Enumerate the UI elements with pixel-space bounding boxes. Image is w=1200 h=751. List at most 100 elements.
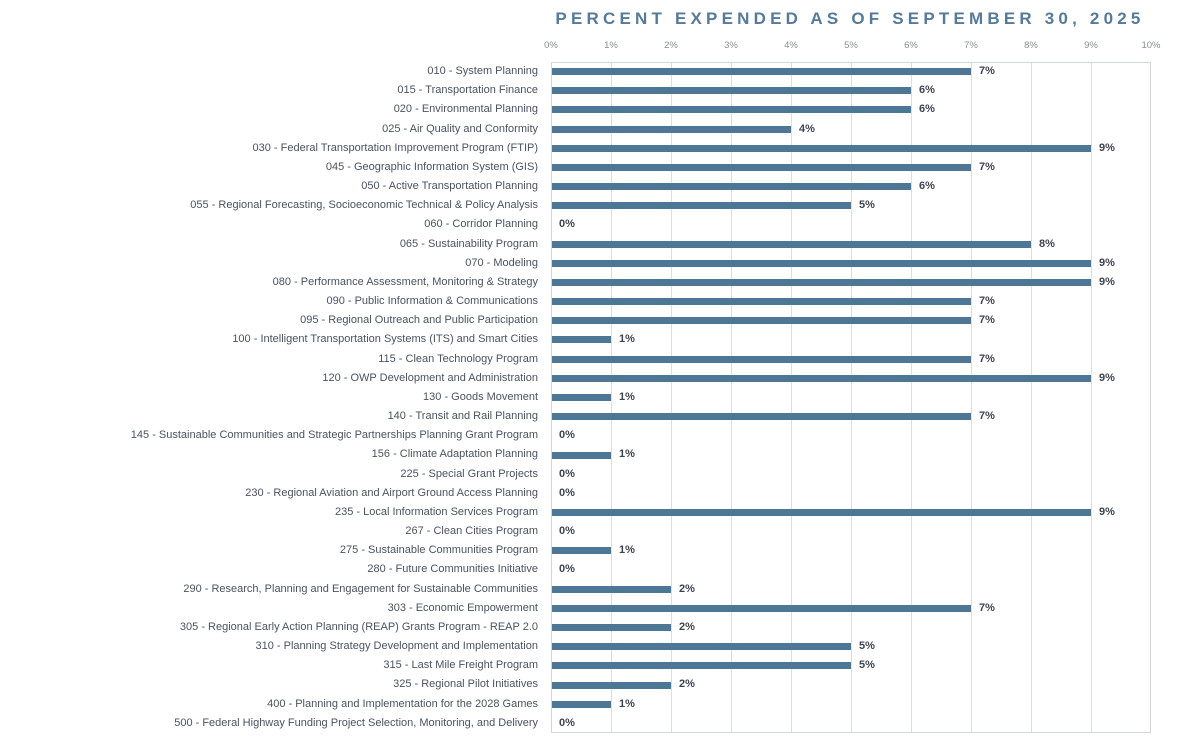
value-label: 9% — [1099, 141, 1115, 154]
value-label: 6% — [919, 103, 935, 116]
value-label: 9% — [1099, 256, 1115, 269]
value-label: 1% — [619, 697, 635, 710]
bar — [552, 604, 971, 612]
bar — [552, 202, 851, 210]
value-label: 7% — [979, 295, 995, 308]
x-tick-label: 4% — [784, 40, 798, 51]
category-label: 045 - Geographic Information System (GIS… — [325, 160, 538, 173]
chart-title: PERCENT EXPENDED AS OF SEPTEMBER 30, 202… — [555, 9, 1145, 28]
value-label: 0% — [559, 467, 575, 480]
bar — [552, 240, 1031, 248]
bar — [552, 106, 911, 114]
value-label: 8% — [1039, 237, 1055, 250]
gridline — [731, 63, 732, 732]
bar — [552, 547, 611, 555]
bar — [552, 413, 971, 421]
gridline — [911, 63, 912, 732]
value-label: 9% — [1099, 275, 1115, 288]
x-tick-label: 9% — [1084, 40, 1098, 51]
value-label: 0% — [559, 563, 575, 576]
x-tick-label: 3% — [724, 40, 738, 51]
category-label: 235 - Local Information Services Program — [335, 505, 538, 518]
category-label: 145 - Sustainable Communities and Strate… — [130, 429, 538, 442]
category-label: 310 - Planning Strategy Development and … — [255, 640, 538, 653]
bar — [552, 394, 611, 401]
category-label: 225 - Special Grant Projects — [400, 467, 538, 480]
category-label: 267 - Clean Cities Program — [405, 525, 538, 538]
x-tick-label: 1% — [604, 40, 618, 51]
value-label: 0% — [559, 486, 575, 499]
value-label: 0% — [559, 716, 575, 729]
gridline — [1031, 63, 1032, 732]
category-label: 010 - System Planning — [427, 65, 538, 77]
value-label: 7% — [979, 352, 995, 365]
bar — [552, 662, 851, 670]
gridline — [851, 63, 852, 732]
value-label: 2% — [679, 582, 695, 595]
category-label: 156 - Climate Adaptation Planning — [371, 448, 538, 461]
bar — [552, 451, 611, 459]
gridline — [671, 63, 672, 732]
gridline — [791, 63, 792, 732]
category-label: 400 - Planning and Implementation for th… — [267, 697, 538, 710]
category-label: 030 - Federal Transportation Improvement… — [252, 141, 539, 154]
value-label: 9% — [1099, 505, 1115, 518]
x-tick-label: 2% — [664, 40, 678, 51]
value-label: 5% — [859, 659, 875, 672]
value-label: 0% — [559, 218, 575, 231]
value-label: 6% — [919, 180, 935, 193]
category-label: 070 - Modeling — [465, 256, 538, 269]
value-label: 0% — [559, 525, 575, 538]
x-tick-label: 8% — [1024, 40, 1038, 51]
category-label: 325 - Regional Pilot Initiatives — [393, 678, 538, 691]
gridline — [971, 63, 972, 732]
bar — [552, 643, 851, 651]
gridline — [1091, 63, 1092, 732]
value-label: 5% — [859, 199, 875, 212]
bar — [552, 317, 971, 325]
value-label: 9% — [1099, 371, 1115, 384]
category-label: 095 - Regional Outreach and Public Parti… — [300, 314, 538, 327]
value-label: 5% — [859, 640, 875, 653]
value-label: 0% — [559, 429, 575, 442]
value-label: 4% — [799, 122, 815, 135]
category-label: 100 - Intelligent Transportation Systems… — [232, 333, 538, 346]
category-label: 060 - Corridor Planning — [424, 218, 538, 231]
category-label: 015 - Transportation Finance — [397, 84, 538, 97]
bar — [552, 87, 911, 95]
gridline — [611, 63, 612, 732]
category-label: 065 - Sustainability Program — [399, 237, 538, 250]
category-label: 020 - Environmental Planning — [393, 103, 538, 116]
category-label: 080 - Performance Assessment, Monitoring… — [272, 275, 538, 288]
bar — [552, 68, 971, 76]
category-label: 050 - Active Transportation Planning — [361, 180, 538, 193]
value-label: 1% — [619, 544, 635, 557]
value-label: 6% — [919, 84, 935, 97]
bar — [552, 374, 1091, 382]
category-label: 025 - Air Quality and Conformity — [382, 122, 538, 135]
category-label: 305 - Regional Early Action Planning (RE… — [179, 620, 538, 633]
value-label: 7% — [979, 65, 995, 77]
category-label: 290 - Research, Planning and Engagement … — [183, 582, 538, 595]
category-label: 500 - Federal Highway Funding Project Se… — [174, 716, 538, 729]
bar — [552, 624, 671, 632]
x-tick-label: 7% — [964, 40, 978, 51]
value-label: 1% — [619, 390, 635, 403]
value-label: 7% — [979, 314, 995, 327]
x-tick-label: 10% — [1141, 40, 1161, 51]
category-label: 130 - Goods Movement — [423, 390, 538, 403]
category-label: 230 - Regional Aviation and Airport Grou… — [245, 486, 538, 499]
category-label: 090 - Public Information & Communication… — [326, 295, 538, 308]
bar — [552, 585, 671, 593]
x-tick-label: 6% — [904, 40, 918, 51]
category-label: 275 - Sustainable Communities Program — [339, 544, 538, 557]
bar — [552, 144, 1091, 152]
bar — [552, 259, 1091, 267]
value-label: 7% — [979, 601, 995, 614]
bar — [552, 509, 1091, 517]
category-label: 315 - Last Mile Freight Program — [383, 659, 538, 672]
bar — [552, 183, 911, 191]
category-label: 120 - OWP Development and Administration — [322, 371, 538, 384]
bar — [552, 163, 971, 171]
